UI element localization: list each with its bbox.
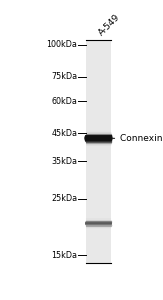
- Text: 60kDa: 60kDa: [51, 97, 77, 106]
- Bar: [88, 40, 109, 263]
- Bar: [97, 40, 100, 263]
- Bar: [98, 40, 100, 263]
- Bar: [87, 40, 111, 263]
- Bar: [96, 40, 101, 263]
- Bar: [87, 40, 111, 263]
- Text: A-549: A-549: [97, 13, 122, 38]
- Bar: [97, 40, 100, 263]
- Bar: [93, 40, 104, 263]
- Bar: [91, 40, 106, 263]
- Bar: [90, 40, 108, 263]
- Text: 75kDa: 75kDa: [51, 72, 77, 81]
- Bar: [94, 40, 103, 263]
- Bar: [89, 40, 108, 263]
- Bar: [87, 40, 110, 263]
- Bar: [98, 40, 99, 263]
- Bar: [92, 40, 106, 263]
- Bar: [95, 40, 102, 263]
- Bar: [96, 40, 102, 263]
- Text: 25kDa: 25kDa: [51, 194, 77, 203]
- Bar: [93, 40, 105, 263]
- Bar: [89, 40, 109, 263]
- Bar: [92, 40, 105, 263]
- Bar: [92, 40, 105, 263]
- Text: 45kDa: 45kDa: [51, 129, 77, 138]
- Text: 100kDa: 100kDa: [46, 40, 77, 49]
- Bar: [86, 40, 111, 263]
- Bar: [90, 40, 107, 263]
- Text: 15kDa: 15kDa: [51, 251, 77, 260]
- Bar: [89, 40, 108, 263]
- Bar: [94, 40, 104, 263]
- Bar: [95, 40, 103, 263]
- Text: 35kDa: 35kDa: [51, 157, 77, 166]
- Bar: [95, 40, 103, 263]
- Bar: [91, 40, 107, 263]
- Bar: [88, 40, 110, 263]
- Text: Connexin 43: Connexin 43: [113, 134, 163, 143]
- Bar: [97, 40, 101, 263]
- Bar: [86, 40, 111, 263]
